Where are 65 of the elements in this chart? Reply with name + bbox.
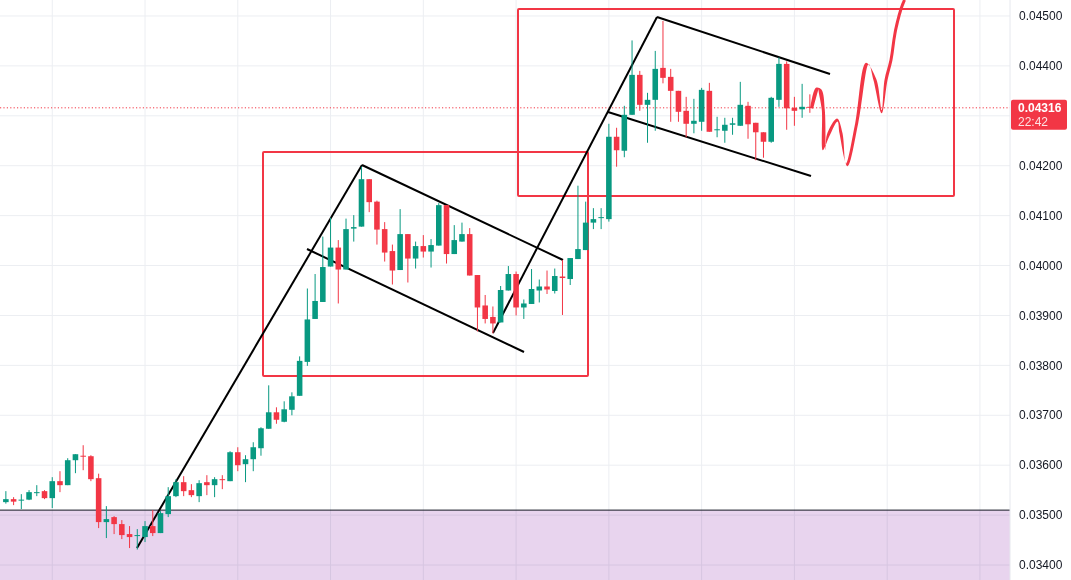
candlestick — [490, 305, 496, 334]
y-tick-label: 0.04400 — [1019, 59, 1063, 74]
candlestick — [389, 244, 396, 286]
candlestick — [3, 490, 9, 505]
candlestick — [49, 476, 56, 509]
candlestick — [598, 207, 604, 230]
y-tick-label: 0.04500 — [1019, 9, 1063, 24]
candlestick — [714, 116, 720, 138]
candlestick — [752, 122, 759, 161]
candlestick — [289, 391, 295, 416]
candlestick — [265, 384, 272, 430]
candlestick — [34, 484, 40, 497]
candlestick — [312, 273, 318, 320]
candlestick — [111, 515, 117, 535]
y-tick-label: 0.04000 — [1019, 258, 1063, 273]
candlestick — [366, 178, 372, 213]
candlestick — [235, 446, 241, 472]
y-tick-label: 0.03700 — [1019, 408, 1063, 423]
candlestick — [691, 98, 697, 134]
candlestick — [142, 520, 148, 543]
candlestick — [327, 217, 334, 268]
candlestick — [119, 519, 125, 540]
candlestick — [551, 268, 558, 294]
candlestick — [250, 441, 257, 472]
candlestick — [88, 454, 94, 482]
candlestick — [590, 207, 597, 230]
candlestick — [335, 239, 342, 304]
candlestick — [165, 486, 171, 518]
candlestick — [575, 185, 581, 260]
y-tick-label: 0.03400 — [1019, 558, 1063, 573]
candlestick — [737, 81, 744, 127]
candlestick — [428, 238, 434, 269]
candlestick — [211, 476, 218, 498]
candlestick — [204, 474, 210, 496]
candlestick — [528, 268, 535, 305]
candlestick — [760, 131, 767, 159]
y-tick-label: 0.03800 — [1019, 358, 1063, 373]
candlestick — [451, 224, 458, 255]
candlestick — [196, 479, 202, 503]
candlestick — [660, 20, 666, 84]
y-tick-label: 0.04200 — [1019, 158, 1063, 173]
y-tick-label: 0.04100 — [1019, 208, 1063, 223]
candlestick — [72, 453, 79, 474]
y-tick-label: 0.03600 — [1019, 458, 1063, 473]
candlestick — [258, 426, 264, 457]
y-tick-label: 0.03900 — [1019, 308, 1063, 323]
candlestick — [459, 222, 465, 243]
candlestick — [667, 68, 674, 123]
candlestick — [722, 117, 728, 144]
candlestick — [412, 241, 419, 270]
ref-line-label: 0.04316 — [1018, 101, 1062, 116]
candlestick — [80, 444, 86, 471]
candlestick — [180, 475, 187, 497]
candlestick — [567, 257, 573, 286]
candlestick — [521, 298, 527, 320]
candlestick — [149, 509, 156, 537]
candlestick — [544, 270, 550, 295]
candlestick — [381, 221, 388, 263]
text: 22:42 — [1018, 115, 1049, 130]
candlestick — [350, 214, 357, 243]
candlestick — [57, 470, 63, 493]
candlestick — [420, 234, 427, 259]
candlestick — [482, 294, 488, 324]
candlestick — [675, 90, 682, 123]
y-tick-label: 0.03500 — [1019, 508, 1063, 523]
